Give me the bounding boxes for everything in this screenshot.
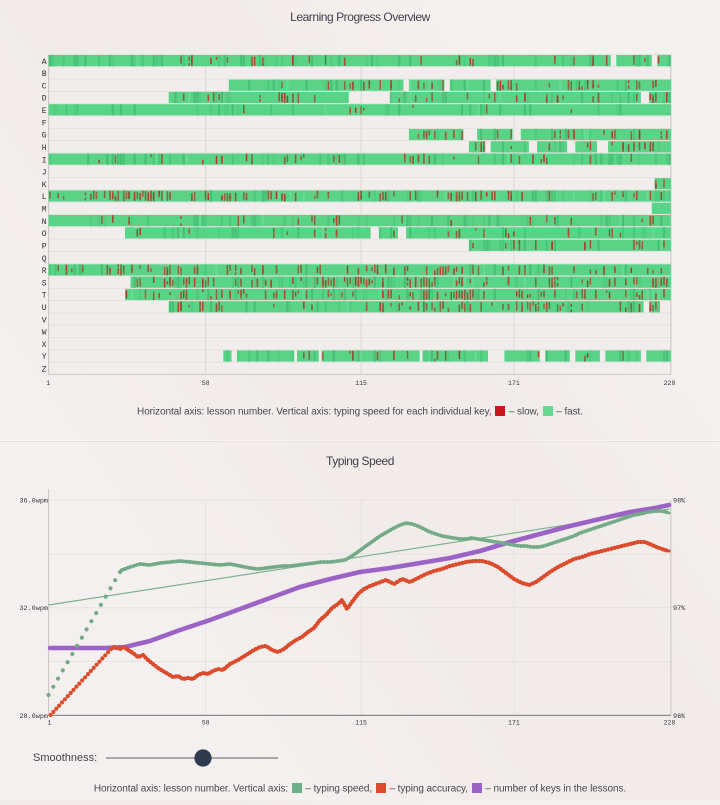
svg-text:Q: Q bbox=[42, 255, 47, 264]
svg-text:T: T bbox=[42, 292, 47, 301]
svg-text:R: R bbox=[42, 267, 47, 276]
svg-text:F: F bbox=[42, 119, 47, 128]
svg-text:58: 58 bbox=[202, 380, 210, 387]
svg-text:U: U bbox=[42, 304, 47, 313]
svg-text:115: 115 bbox=[355, 720, 367, 727]
svg-text:E: E bbox=[42, 107, 47, 116]
svg-text:D: D bbox=[42, 95, 47, 104]
svg-text:1: 1 bbox=[46, 380, 50, 387]
svg-text:97%: 97% bbox=[673, 605, 686, 613]
svg-text:I: I bbox=[42, 156, 47, 165]
svg-text:1: 1 bbox=[48, 720, 52, 727]
svg-text:J: J bbox=[42, 169, 47, 178]
svg-text:S: S bbox=[42, 279, 47, 288]
svg-text:96%: 96% bbox=[673, 713, 686, 721]
svg-text:228: 228 bbox=[664, 380, 676, 387]
svg-text:32.0wpm: 32.0wpm bbox=[19, 605, 48, 613]
svg-text:228: 228 bbox=[664, 720, 676, 727]
svg-text:98%: 98% bbox=[673, 498, 686, 506]
svg-text:L: L bbox=[42, 193, 47, 202]
svg-text:W: W bbox=[42, 329, 47, 338]
svg-text:K: K bbox=[42, 181, 47, 190]
svg-text:V: V bbox=[42, 316, 47, 325]
svg-text:171: 171 bbox=[508, 380, 520, 387]
svg-text:B: B bbox=[42, 70, 47, 79]
svg-text:171: 171 bbox=[508, 720, 520, 727]
svg-text:Z: Z bbox=[42, 366, 47, 375]
svg-text:X: X bbox=[42, 341, 47, 350]
svg-text:P: P bbox=[42, 242, 47, 251]
svg-text:N: N bbox=[42, 218, 47, 227]
svg-text:H: H bbox=[42, 144, 47, 153]
svg-text:36.0wpm: 36.0wpm bbox=[19, 498, 48, 506]
svg-text:115: 115 bbox=[355, 380, 367, 387]
svg-text:58: 58 bbox=[202, 720, 210, 727]
svg-text:A: A bbox=[42, 58, 47, 67]
svg-text:C: C bbox=[42, 82, 47, 91]
svg-text:O: O bbox=[42, 230, 47, 239]
svg-text:28.0wpm: 28.0wpm bbox=[19, 713, 48, 721]
svg-text:M: M bbox=[42, 206, 47, 215]
svg-text:G: G bbox=[42, 132, 47, 141]
svg-text:Y: Y bbox=[42, 353, 47, 362]
